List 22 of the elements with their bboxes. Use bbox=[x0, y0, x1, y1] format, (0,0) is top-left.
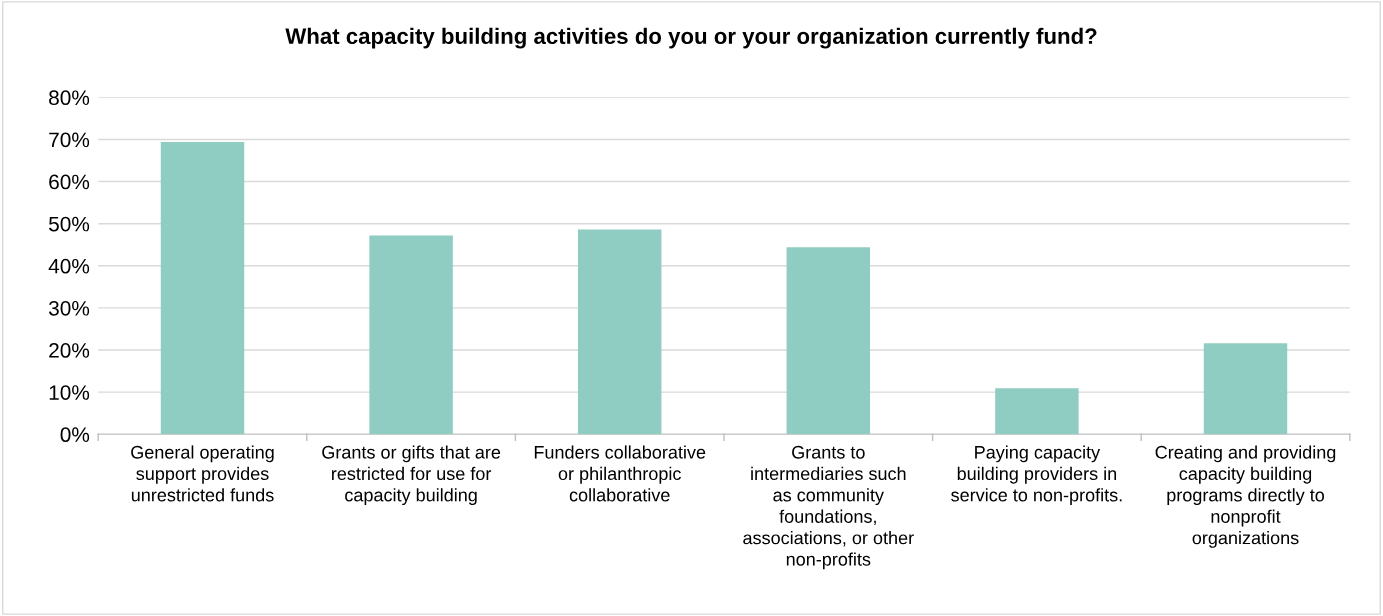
y-tick-label: 30% bbox=[48, 300, 90, 316]
y-tick-label: 80% bbox=[49, 90, 90, 106]
y-tick-label: 60% bbox=[49, 174, 90, 190]
y-tick-label: 40% bbox=[48, 258, 90, 274]
y-tick-label: 0% bbox=[60, 427, 90, 443]
y-tick-label: 50% bbox=[49, 216, 90, 232]
bar bbox=[577, 229, 662, 435]
y-tick-label: 10% bbox=[49, 385, 90, 400]
x-tick-label: Paying capacity building providers in service to non-profits. bbox=[951, 445, 1122, 506]
chart-title: What capacity building activities do you or your organization currently fund? bbox=[285, 27, 1097, 49]
bar bbox=[786, 247, 871, 435]
y-tick-label: 70% bbox=[49, 132, 90, 148]
bar bbox=[369, 235, 453, 435]
x-tick-label: General operating support provides unrestricted funds bbox=[131, 445, 274, 502]
bar bbox=[995, 388, 1079, 435]
x-tick-label: Grants or gifts that are restricted for use for capacity building bbox=[322, 445, 501, 506]
x-tick-label: Funders collaborative or philanthropic collaborative bbox=[534, 445, 706, 502]
bar bbox=[1203, 343, 1288, 435]
x-tick-label: Creating and providing capacity building programs directly to nonprofit organizations bbox=[1155, 445, 1336, 548]
bar bbox=[160, 141, 245, 435]
x-tick-label: Grants to intermediaries such as community foundations, associations, or other non-profits bbox=[743, 445, 914, 570]
y-tick-label: 20% bbox=[49, 343, 90, 358]
